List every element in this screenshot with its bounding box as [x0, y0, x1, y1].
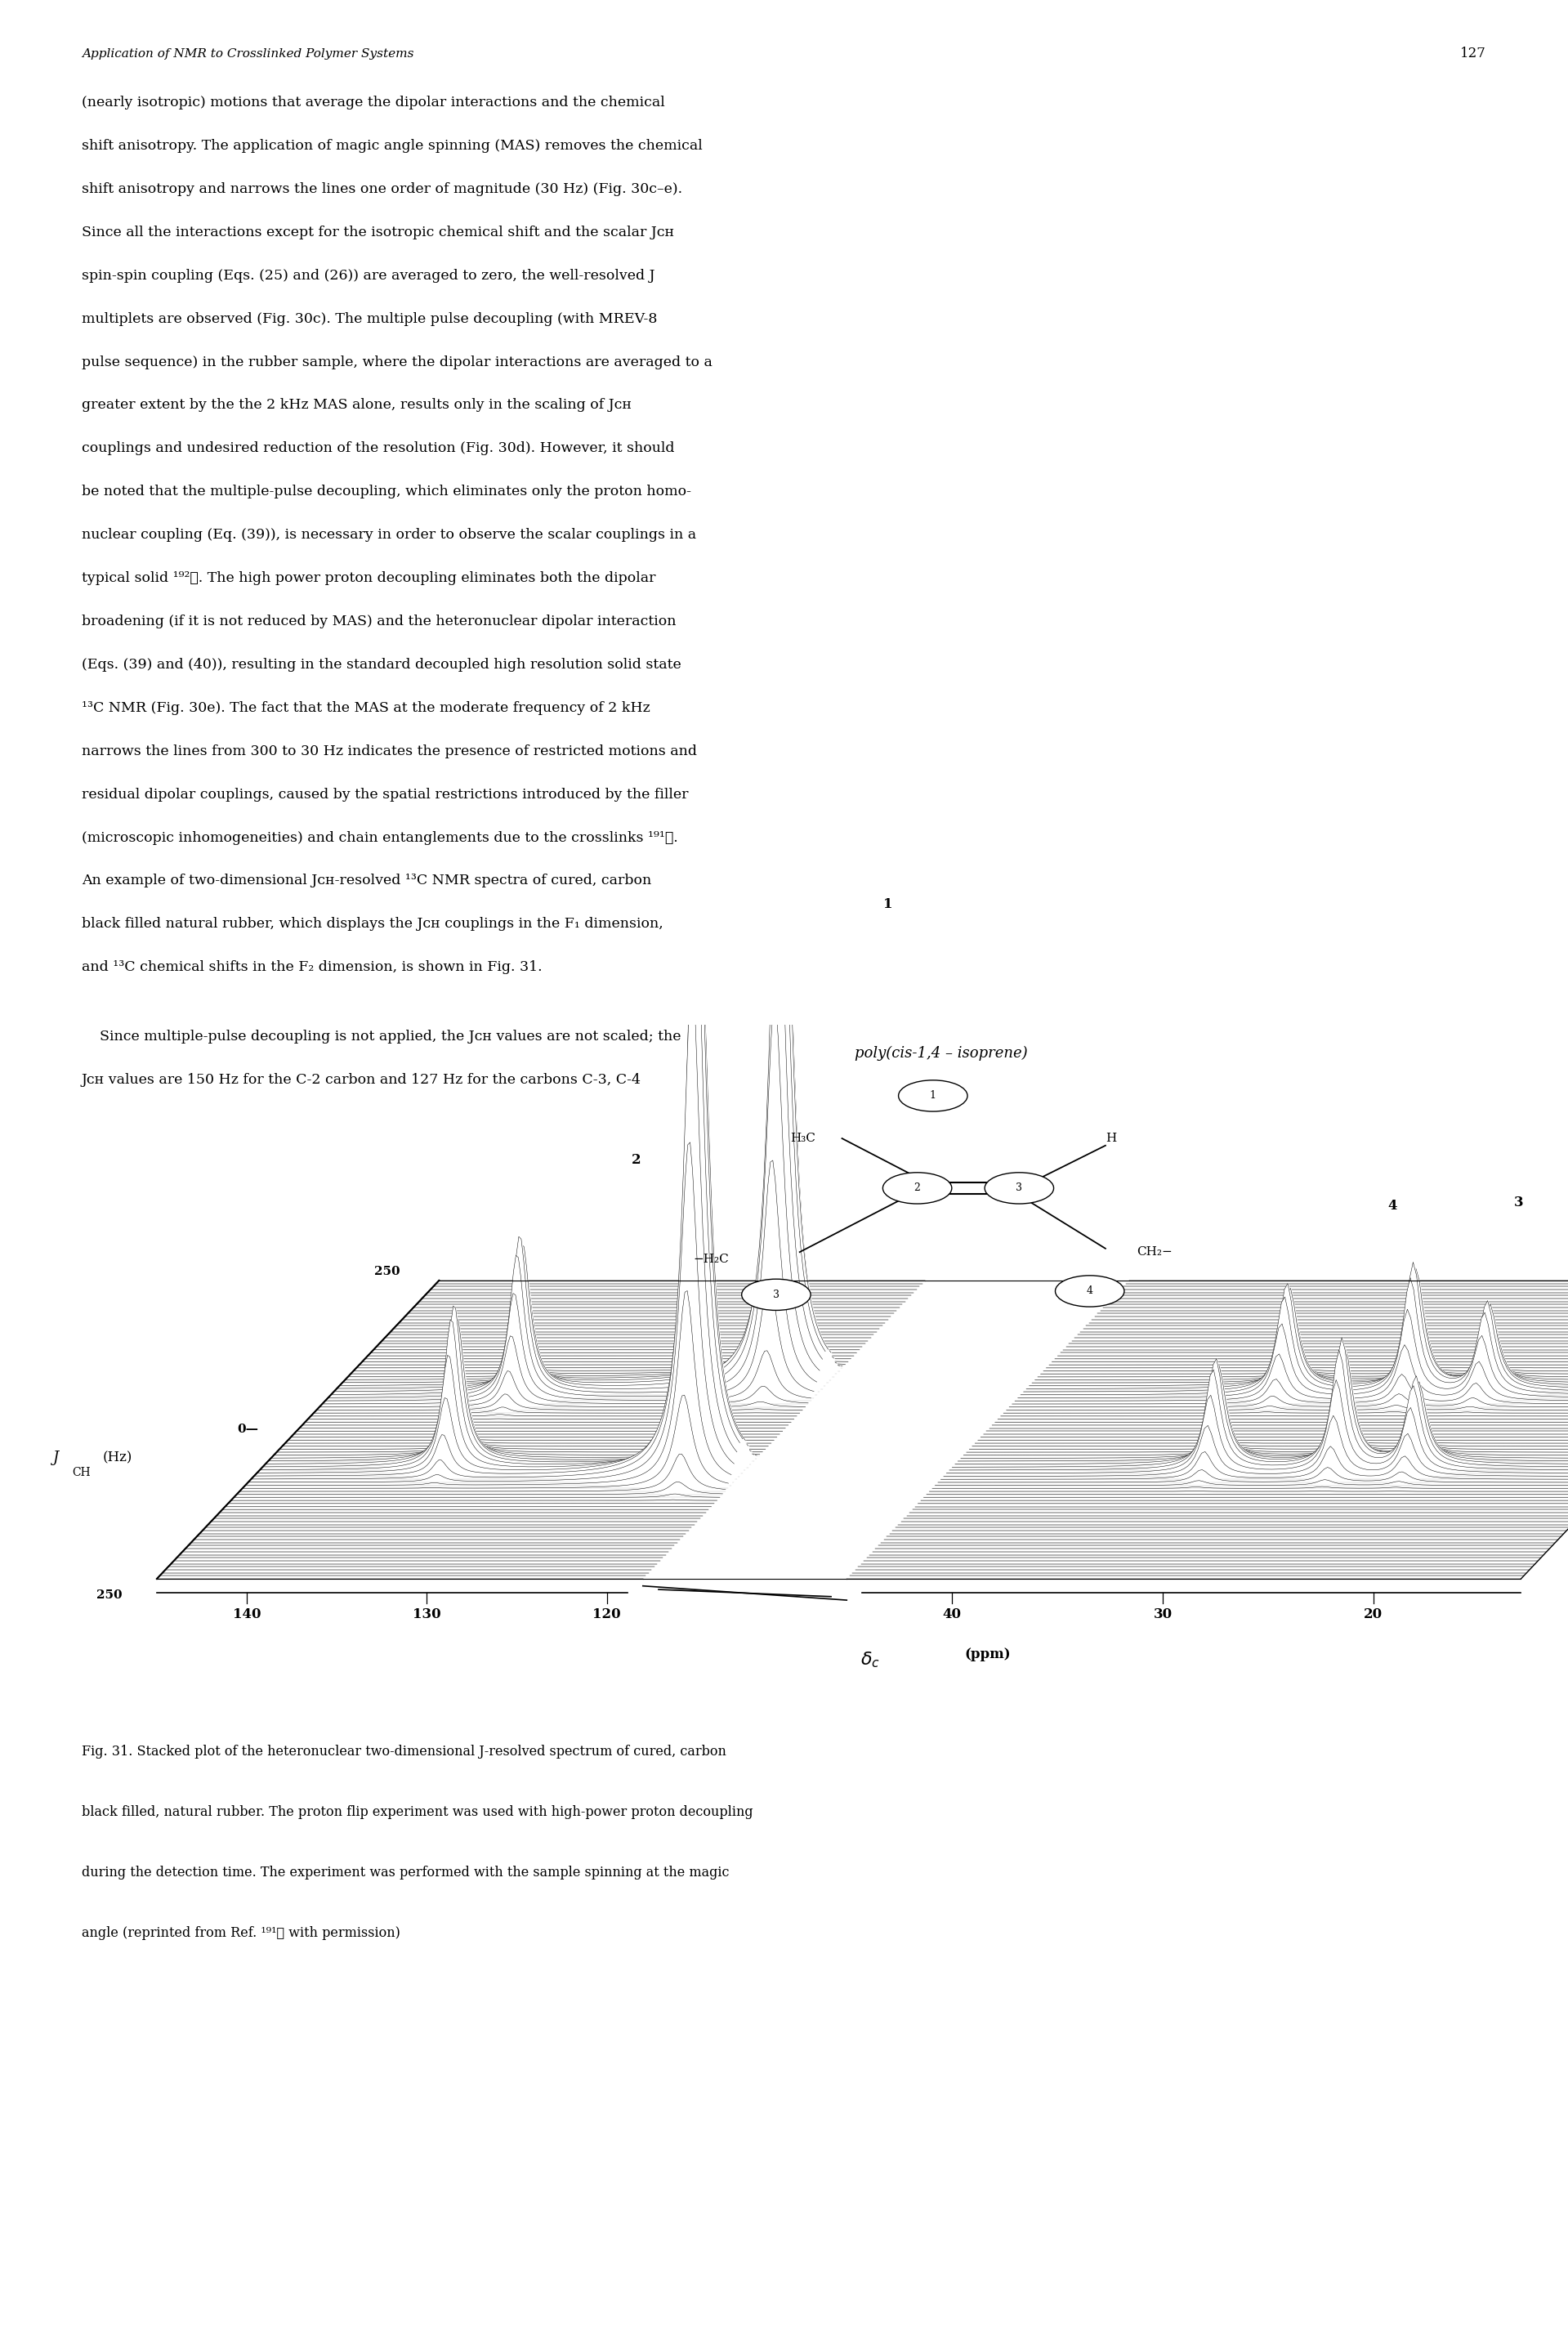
Circle shape	[883, 1171, 952, 1204]
Text: residual dipolar couplings, caused by the spatial restrictions introduced by the: residual dipolar couplings, caused by th…	[82, 787, 688, 801]
Text: typical solid ¹⁹²⧩. The high power proton decoupling eliminates both the dipolar: typical solid ¹⁹²⧩. The high power proto…	[82, 571, 655, 585]
Text: 30: 30	[1154, 1607, 1173, 1621]
Text: poly(cis-1,4 – isoprene): poly(cis-1,4 – isoprene)	[855, 1046, 1027, 1062]
Text: 40: 40	[942, 1607, 961, 1621]
Text: couplings and undesired reduction of the resolution (Fig. 30d). However, it shou: couplings and undesired reduction of the…	[82, 443, 674, 456]
Text: $\delta_c$: $\delta_c$	[861, 1649, 880, 1670]
Text: black filled natural rubber, which displays the Jᴄʜ couplings in the F₁ dimensio: black filled natural rubber, which displ…	[82, 918, 663, 932]
Text: CH₂−: CH₂−	[1137, 1246, 1173, 1258]
Text: multiplets are observed (Fig. 30c). The multiple pulse decoupling (with MREV-8: multiplets are observed (Fig. 30c). The …	[82, 312, 657, 326]
Circle shape	[985, 1171, 1054, 1204]
Text: −H₂C: −H₂C	[693, 1253, 729, 1265]
Text: (microscopic inhomogeneities) and chain entanglements due to the crosslinks ¹⁹¹⧩: (microscopic inhomogeneities) and chain …	[82, 831, 677, 845]
Text: An example of two-dimensional Jᴄʜ-resolved ¹³C NMR spectra of cured, carbon: An example of two-dimensional Jᴄʜ-resolv…	[82, 873, 651, 887]
Text: pulse sequence) in the rubber sample, where the dipolar interactions are average: pulse sequence) in the rubber sample, wh…	[82, 354, 712, 368]
Text: during the detection time. The experiment was performed with the sample spinning: during the detection time. The experimen…	[82, 1866, 729, 1880]
Text: Application of NMR to Crosslinked Polymer Systems: Application of NMR to Crosslinked Polyme…	[82, 49, 414, 58]
Text: 3: 3	[1515, 1195, 1524, 1209]
Text: broadening (if it is not reduced by MAS) and the heteronuclear dipolar interacti: broadening (if it is not reduced by MAS)…	[82, 615, 676, 629]
Text: (nearly isotropic) motions that average the dipolar interactions and the chemica: (nearly isotropic) motions that average …	[82, 95, 665, 109]
Text: and ¹³C chemical shifts in the F₂ dimension, is shown in Fig. 31.: and ¹³C chemical shifts in the F₂ dimens…	[82, 960, 543, 974]
Circle shape	[1055, 1276, 1124, 1307]
Text: J: J	[52, 1451, 58, 1465]
Text: be noted that the multiple-pulse decoupling, which eliminates only the proton ho: be noted that the multiple-pulse decoupl…	[82, 484, 691, 498]
Text: 120: 120	[593, 1607, 621, 1621]
Text: 1: 1	[930, 1090, 936, 1102]
Text: 20: 20	[1364, 1607, 1383, 1621]
Text: 4: 4	[1388, 1199, 1397, 1213]
Text: 4: 4	[1087, 1286, 1093, 1297]
Text: Since all the interactions except for the isotropic chemical shift and the scala: Since all the interactions except for th…	[82, 226, 674, 240]
Text: 3: 3	[773, 1290, 779, 1300]
Text: Since multiple-pulse decoupling is not applied, the Jᴄʜ values are not scaled; t: Since multiple-pulse decoupling is not a…	[82, 1029, 681, 1043]
Text: CH: CH	[72, 1467, 91, 1479]
Text: (Hz): (Hz)	[103, 1451, 132, 1465]
Text: black filled, natural rubber. The proton flip experiment was used with high-powe: black filled, natural rubber. The proton…	[82, 1805, 753, 1819]
Text: ¹³C NMR (Fig. 30e). The fact that the MAS at the moderate frequency of 2 kHz: ¹³C NMR (Fig. 30e). The fact that the MA…	[82, 701, 651, 715]
Circle shape	[742, 1279, 811, 1311]
Text: 3: 3	[1016, 1183, 1022, 1192]
Text: 127: 127	[1460, 47, 1486, 61]
Text: greater extent by the the 2 kHz MAS alone, results only in the scaling of Jᴄʜ: greater extent by the the 2 kHz MAS alon…	[82, 398, 632, 412]
Text: 250: 250	[375, 1265, 400, 1276]
Text: 0—: 0—	[237, 1423, 259, 1435]
Text: narrows the lines from 300 to 30 Hz indicates the presence of restricted motions: narrows the lines from 300 to 30 Hz indi…	[82, 745, 696, 759]
Text: 130: 130	[412, 1607, 441, 1621]
Text: shift anisotropy and narrows the lines one order of magnitude (30 Hz) (Fig. 30c–: shift anisotropy and narrows the lines o…	[82, 182, 682, 196]
Text: H₃C: H₃C	[790, 1132, 815, 1144]
Text: 140: 140	[232, 1607, 260, 1621]
Text: shift anisotropy. The application of magic angle spinning (MAS) removes the chem: shift anisotropy. The application of mag…	[82, 140, 702, 154]
Text: 2: 2	[632, 1153, 641, 1167]
Text: angle (reprinted from Ref. ¹⁹¹⧩ with permission): angle (reprinted from Ref. ¹⁹¹⧩ with per…	[82, 1926, 400, 1940]
Text: 1: 1	[883, 897, 892, 911]
Text: Jᴄʜ values are 150 Hz for the C-2 carbon and 127 Hz for the carbons C-3, C-4: Jᴄʜ values are 150 Hz for the C-2 carbon…	[82, 1074, 641, 1088]
Text: 2: 2	[914, 1183, 920, 1192]
Text: (Eqs. (39) and (40)), resulting in the standard decoupled high resolution solid : (Eqs. (39) and (40)), resulting in the s…	[82, 657, 681, 671]
Text: nuclear coupling (Eq. (39)), is necessary in order to observe the scalar couplin: nuclear coupling (Eq. (39)), is necessar…	[82, 529, 696, 543]
Text: 250: 250	[97, 1588, 122, 1600]
Circle shape	[898, 1081, 967, 1111]
Text: spin-spin coupling (Eqs. (25) and (26)) are averaged to zero, the well-resolved : spin-spin coupling (Eqs. (25) and (26)) …	[82, 268, 655, 282]
Text: H: H	[1105, 1132, 1116, 1144]
Text: (ppm): (ppm)	[964, 1647, 1011, 1661]
Text: Fig. 31. Stacked plot of the heteronuclear two-dimensional J-resolved spectrum o: Fig. 31. Stacked plot of the heteronucle…	[82, 1744, 726, 1758]
